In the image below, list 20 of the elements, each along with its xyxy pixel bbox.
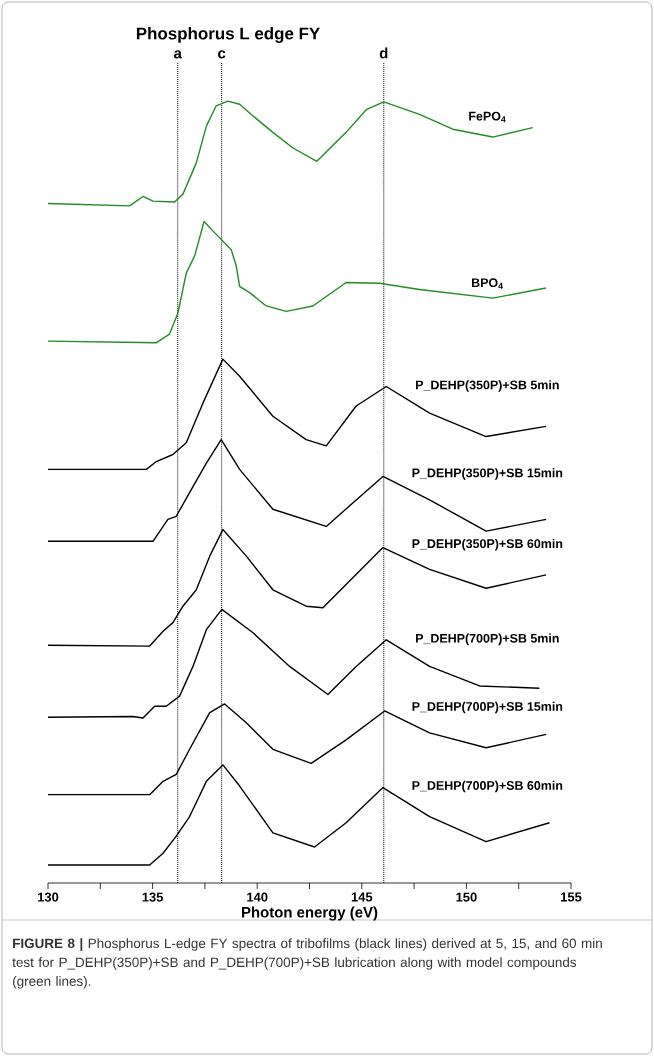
series-label: P_DEHP(700P)+SB 60min <box>412 780 563 793</box>
series-label: BPO$_{4}$ <box>471 278 503 289</box>
ref-line-label: a <box>173 50 182 59</box>
x-tick-label: 135 <box>142 892 164 902</box>
series-label: P_DEHP(700P)+SB 5min <box>416 633 559 646</box>
x-axis-title: Photon energy (eV) <box>242 906 378 921</box>
x-tick-label: 130 <box>38 892 59 902</box>
x-tick-label: 155 <box>561 892 582 902</box>
chart-title: Phosphorus L edge FY <box>136 27 320 43</box>
series-label: P_DEHP(700P)+SB 15min <box>412 701 563 714</box>
ref-line-label: c <box>218 50 226 59</box>
ref-line-label: d <box>379 47 388 59</box>
text: FIGURE 8 | Phosphorus L-edge FY spectra of tribofilms (black lines) derived at 5, 15, and 60 min test for P_DEHP(350P)+SB and P_DEHP(700P)+SB lubrication along with model compounds (green lines). <box>12 938 602 989</box>
series-label: P_DEHP(350P)+SB 15min <box>412 468 563 480</box>
series-label: P_DEHP(350P)+SB 60min <box>412 538 563 551</box>
x-tick-label: 140 <box>247 892 268 902</box>
series-label: FePO$_{4}$ <box>469 111 506 123</box>
series-label: P_DEHP(350P)+SB 5min <box>416 380 559 392</box>
x-tick-label: 145 <box>351 892 373 902</box>
x-tick-label: 150 <box>456 892 477 902</box>
